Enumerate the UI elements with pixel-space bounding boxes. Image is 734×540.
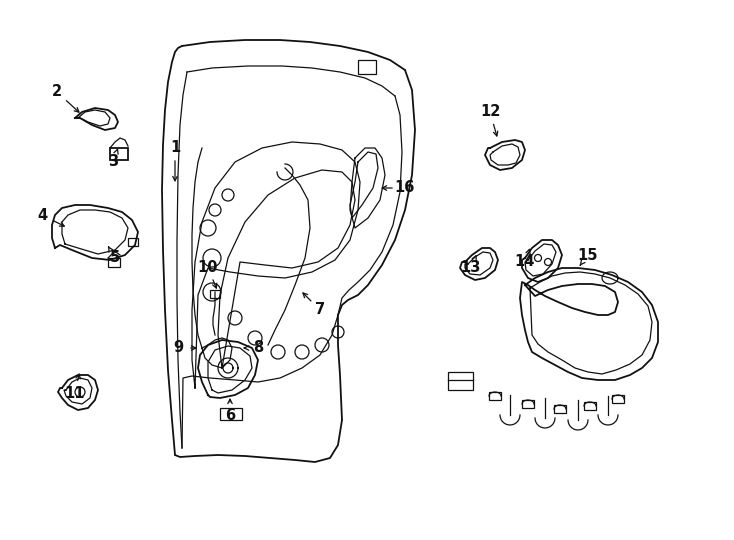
Bar [554,405,566,413]
Text: 16: 16 [395,180,415,195]
Bar [210,290,220,298]
Bar [110,148,128,160]
Text: 1: 1 [170,140,180,156]
Bar [108,258,120,267]
Bar [612,395,624,403]
Bar [584,402,596,410]
Text: 12: 12 [480,105,500,119]
Bar [489,392,501,400]
Bar [358,60,376,74]
Bar [220,408,242,420]
Text: 13: 13 [459,260,480,275]
Text: 3: 3 [108,154,118,170]
Bar [522,400,534,408]
Text: 7: 7 [315,302,325,318]
Bar [448,372,473,390]
Text: 9: 9 [173,341,183,355]
Text: 14: 14 [515,254,535,269]
Text: 4: 4 [37,207,47,222]
Bar [128,238,138,246]
Text: 10: 10 [197,260,218,275]
Text: 2: 2 [52,84,62,99]
Text: 5: 5 [110,251,120,266]
Text: 11: 11 [65,386,85,401]
Text: 8: 8 [253,341,263,355]
Text: 6: 6 [225,408,235,422]
Text: 15: 15 [578,247,598,262]
